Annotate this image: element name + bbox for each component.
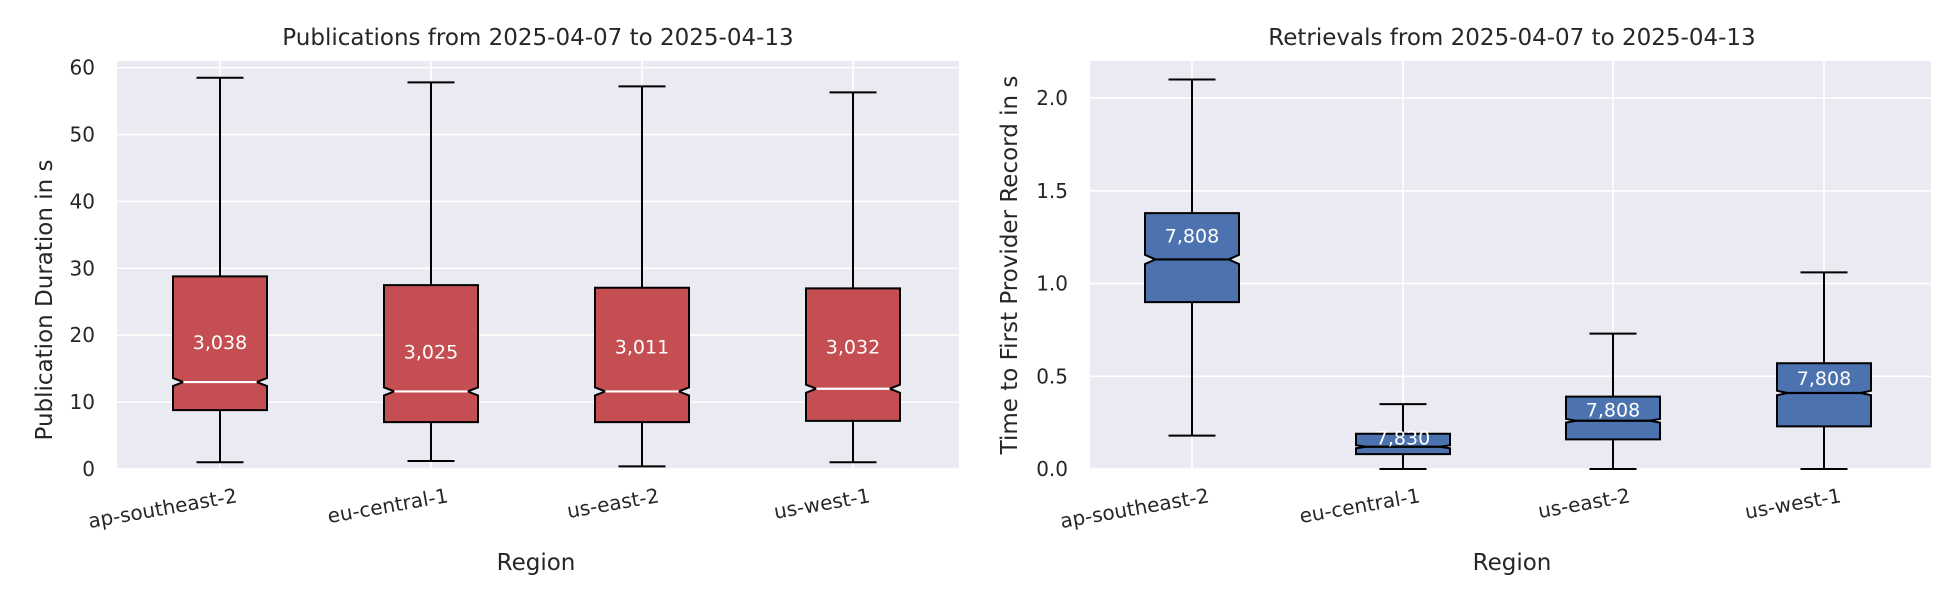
box-body <box>1144 212 1240 304</box>
y-tick-label: 10 <box>70 390 95 414</box>
box-us-east-2: 3,011 <box>594 85 690 468</box>
box-eu-central-1: 3,025 <box>383 81 479 462</box>
x-tick-label: us-east-2 <box>565 483 661 523</box>
y-axis-label: Publication Duration in s <box>32 160 58 441</box>
x-tick-label: us-east-2 <box>1536 483 1632 523</box>
y-tick-label: 1.5 <box>1036 179 1068 203</box>
box-us-west-1: 3,032 <box>805 91 901 464</box>
y-tick-label: 0.5 <box>1036 364 1068 388</box>
y-tick-label: 20 <box>70 323 95 347</box>
count-label: 3,032 <box>826 337 880 359</box>
x-axis-label: Region <box>497 550 576 576</box>
box-ap-southeast-2: 3,038 <box>172 76 268 464</box>
y-axis-label: Time to First Provider Record in s <box>997 76 1023 456</box>
y-tick-label: 1.0 <box>1036 272 1068 296</box>
x-tick-label: eu-central-1 <box>1298 483 1422 528</box>
x-axis-label: Region <box>1473 550 1552 576</box>
y-tick-label: 60 <box>70 56 95 80</box>
count-label: 7,808 <box>1797 368 1851 390</box>
count-label: 7,808 <box>1165 225 1219 247</box>
x-tick-label: us-west-1 <box>1743 483 1843 524</box>
x-tick-label: eu-central-1 <box>326 483 450 528</box>
publications-chart: 3,038 3,025 3,011 3,032 0 10 20 30 40 50 60 ap-sou… <box>32 25 959 576</box>
y-tick-label: 30 <box>70 256 95 280</box>
box-body <box>172 275 268 412</box>
x-tick-label: ap-southeast-2 <box>86 483 239 533</box>
y-tick-label: 0 <box>82 457 95 481</box>
count-label: 7,830 <box>1376 427 1430 449</box>
box-body <box>594 286 690 424</box>
y-tick-label: 2.0 <box>1036 86 1068 110</box>
count-label: 3,038 <box>193 332 247 354</box>
x-tick-label: us-west-1 <box>772 483 872 524</box>
y-tick-label: 0.0 <box>1036 457 1068 481</box>
count-label: 3,011 <box>615 337 669 359</box>
count-label: 3,025 <box>404 341 458 363</box>
count-label: 7,808 <box>1586 400 1640 422</box>
box-eu-central-1: 7,830 <box>1355 403 1451 470</box>
chart-title: Publications from 2025-04-07 to 2025-04-… <box>282 25 793 51</box>
y-tick-label: 40 <box>70 189 95 213</box>
box-body <box>383 284 479 424</box>
box-body <box>1776 362 1872 428</box>
chart-title: Retrievals from 2025-04-07 to 2025-04-13 <box>1268 25 1755 51</box>
y-tick-label: 50 <box>70 123 95 147</box>
retrievals-chart: 7,808 7,830 7,808 7,808 0.0 0.5 1.0 1.5 2.0 ap-s… <box>997 25 1931 576</box>
box-us-west-1: 7,808 <box>1776 271 1872 470</box>
box-body <box>1355 432 1451 456</box>
box-body <box>1565 395 1661 441</box>
x-tick-label: ap-southeast-2 <box>1058 483 1211 533</box>
box-us-east-2: 7,808 <box>1565 332 1661 470</box>
box-ap-southeast-2: 7,808 <box>1144 78 1240 437</box>
